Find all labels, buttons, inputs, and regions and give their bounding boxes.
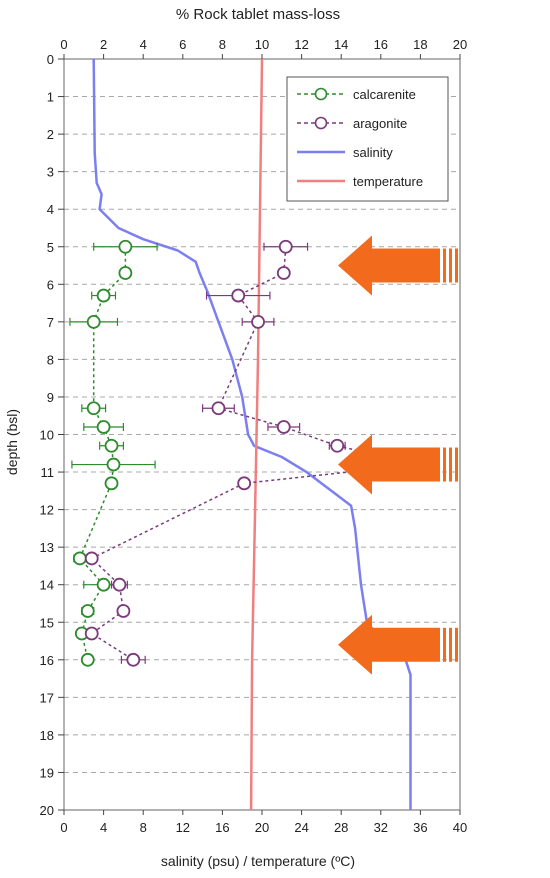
- aragonite-point: [126, 652, 141, 667]
- calcarenite-point: [80, 604, 95, 618]
- y-tick-label: 10: [40, 428, 54, 443]
- calcarenite-point: [96, 288, 111, 303]
- y-tick-label: 15: [40, 615, 54, 630]
- bottom-axis-title: salinity (psu) / temperature (ºC): [161, 853, 355, 869]
- y-tick-label: 1: [47, 90, 54, 105]
- y-axis-title: depth (bsl): [4, 409, 20, 475]
- top-tick-label: 20: [453, 37, 467, 52]
- calcarenite-point: [80, 652, 95, 667]
- arrow-annotation: [338, 434, 458, 495]
- bottom-tick-label: 28: [334, 820, 348, 835]
- aragonite-point: [84, 626, 99, 641]
- y-tick-label: 3: [47, 165, 54, 180]
- bottom-tick-label: 12: [176, 820, 190, 835]
- arrow-tail-stripe: [455, 447, 458, 482]
- aragonite-point: [276, 266, 291, 280]
- arrow-tail-stripe: [443, 627, 446, 662]
- y-tick-label: 8: [47, 352, 54, 367]
- bottom-tick-label: 40: [453, 820, 467, 835]
- bottom-tick-label: 20: [255, 820, 269, 835]
- top-axis-title: % Rock tablet mass-loss: [176, 6, 340, 23]
- aragonite-point: [116, 604, 131, 618]
- calcarenite-point: [118, 239, 133, 254]
- calcarenite-point: [104, 476, 119, 491]
- arrow-tail-stripe: [443, 248, 446, 283]
- y-tick-label: 16: [40, 653, 54, 668]
- top-tick-label: 16: [374, 37, 388, 52]
- legend-label: aragonite: [353, 116, 407, 131]
- bottom-tick-label: 4: [100, 820, 107, 835]
- bottom-tick-label: 32: [374, 820, 388, 835]
- y-tick-label: 6: [47, 277, 54, 292]
- arrow-body: [338, 434, 440, 495]
- legend-marker: [314, 116, 328, 130]
- calcarenite-point: [96, 420, 111, 434]
- calcarenite-point: [118, 266, 133, 280]
- aragonite-point: [237, 476, 252, 491]
- arrow-body: [338, 614, 440, 675]
- y-tick-label: 18: [40, 728, 54, 743]
- y-tick-label: 13: [40, 540, 54, 555]
- top-tick-label: 6: [179, 37, 186, 52]
- salinity-line: [92, 58, 412, 810]
- y-tick-label: 0: [47, 52, 54, 67]
- arrow-tail-stripe: [449, 447, 452, 482]
- arrow-tail-stripe: [449, 627, 452, 662]
- calcarenite-point: [104, 438, 119, 453]
- y-tick-label: 14: [40, 578, 54, 593]
- y-tick-label: 2: [47, 127, 54, 142]
- aragonite-point: [84, 551, 99, 566]
- aragonite-point: [278, 239, 293, 254]
- temperature-line: [249, 58, 264, 811]
- arrow-tail-stripe: [443, 447, 446, 482]
- arrow-tail-stripe: [455, 627, 458, 662]
- arrow-tail-stripe: [455, 248, 458, 283]
- legend-label: temperature: [353, 174, 423, 189]
- aragonite-point: [112, 577, 127, 592]
- arrow-tail-stripe: [449, 248, 452, 283]
- legend-label: calcarenite: [353, 87, 416, 102]
- aragonite-point: [211, 401, 226, 416]
- calcarenite-point: [86, 401, 101, 416]
- calcarenite-point: [106, 457, 121, 472]
- aragonite-point: [330, 438, 345, 453]
- arrow-annotation: [338, 235, 458, 296]
- y-tick-label: 7: [47, 315, 54, 330]
- calcarenite-point: [72, 551, 87, 566]
- arrow-body: [338, 235, 440, 296]
- top-tick-label: 18: [413, 37, 427, 52]
- bottom-tick-label: 16: [215, 820, 229, 835]
- bottom-tick-label: 24: [294, 820, 308, 835]
- top-tick-label: 8: [219, 37, 226, 52]
- y-tick-label: 9: [47, 390, 54, 405]
- y-tick-label: 5: [47, 240, 54, 255]
- top-tick-label: 12: [294, 37, 308, 52]
- y-tick-label: 4: [47, 202, 54, 217]
- y-tick-label: 12: [40, 503, 54, 518]
- y-tick-label: 19: [40, 765, 54, 780]
- y-tick-label: 20: [40, 803, 54, 818]
- aragonite-point: [276, 420, 291, 434]
- top-tick-label: 10: [255, 37, 269, 52]
- calcarenite-point: [96, 577, 111, 592]
- aragonite-point: [251, 314, 265, 329]
- aragonite-point: [231, 288, 246, 303]
- legend-marker: [314, 87, 328, 101]
- bottom-tick-label: 36: [413, 820, 427, 835]
- bottom-tick-label: 0: [60, 820, 67, 835]
- y-tick-label: 17: [40, 690, 54, 705]
- calcarenite-point: [86, 314, 101, 329]
- top-tick-label: 4: [140, 37, 147, 52]
- legend-label: salinity: [353, 145, 393, 160]
- arrow-annotation: [338, 614, 458, 675]
- top-tick-label: 0: [60, 37, 67, 52]
- top-tick-label: 2: [100, 37, 107, 52]
- bottom-tick-label: 8: [140, 820, 147, 835]
- calcarenite-line: [78, 246, 127, 660]
- y-tick-label: 11: [41, 465, 55, 480]
- top-tick-label: 14: [334, 37, 348, 52]
